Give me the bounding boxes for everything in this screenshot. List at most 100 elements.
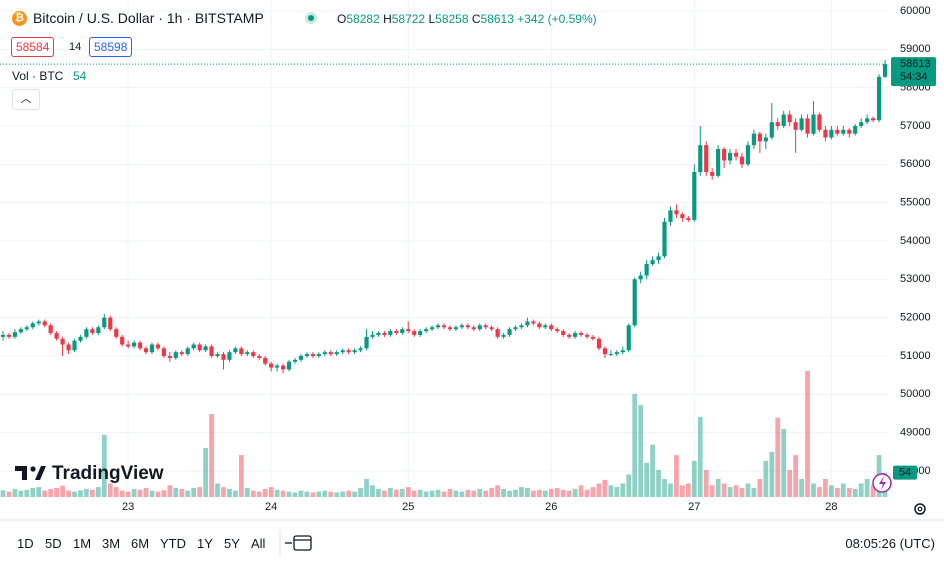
candle-body	[835, 129, 840, 134]
y-tick-label: 53000	[900, 273, 931, 285]
range-button[interactable]: 3M	[102, 536, 121, 551]
volume-bar	[36, 487, 42, 497]
x-tick-label: 26	[545, 501, 557, 513]
candle-body	[429, 327, 435, 330]
volume-bar	[620, 483, 626, 497]
volume-layer	[0, 370, 888, 497]
volume-bar	[513, 489, 518, 497]
volume-bar	[84, 488, 89, 497]
candle-body	[114, 329, 119, 337]
volume-value: 54	[73, 69, 87, 83]
volume-bar	[846, 487, 852, 497]
volume-bar	[256, 491, 262, 497]
volume-bar	[721, 483, 727, 497]
sell-price[interactable]: 58584	[11, 37, 55, 57]
date-range-icon[interactable]	[285, 535, 312, 551]
volume-bar	[346, 490, 352, 497]
collapse-button[interactable]: ︿	[12, 89, 40, 110]
candle-body	[394, 331, 399, 334]
range-button[interactable]: 1Y	[197, 536, 213, 551]
o-label: O	[337, 12, 347, 26]
ohlc: O58282 H58722 L58258 C58613 +342 (+0.59%…	[337, 12, 597, 26]
candle-body	[704, 145, 709, 173]
range-button[interactable]: YTD	[160, 536, 186, 551]
y-tick-label: 57000	[900, 120, 931, 132]
candle-body	[590, 336, 596, 339]
range-button[interactable]: 5Y	[224, 536, 240, 551]
x-tick-label: 25	[402, 501, 414, 513]
candle-body	[525, 321, 530, 326]
candle-body	[680, 214, 685, 219]
candle-body	[263, 357, 268, 364]
volume-bar	[828, 485, 834, 497]
candle-body	[471, 327, 476, 330]
candle-body	[376, 333, 381, 335]
volume-bar	[656, 469, 661, 497]
volume-bar	[203, 447, 208, 497]
candle-body	[686, 218, 691, 220]
volume-bar	[852, 488, 858, 497]
volume-bar	[489, 487, 495, 497]
range-button[interactable]: 5D	[45, 536, 62, 551]
candle-body	[340, 350, 345, 353]
range-button[interactable]: 6M	[131, 536, 150, 551]
volume-bar	[471, 490, 477, 497]
range-button[interactable]: 1D	[17, 536, 34, 551]
candle-body	[519, 325, 524, 328]
candle-body	[602, 348, 607, 355]
volume-bar	[554, 487, 560, 497]
range-button[interactable]: All	[251, 536, 266, 551]
volume-bar	[638, 405, 644, 497]
last-volume-tag	[893, 465, 917, 480]
candle-body	[257, 356, 262, 358]
volume-bar	[632, 393, 638, 497]
axis-layer: 4800049000500005100052000530005400055000…	[122, 5, 936, 513]
candle-body	[179, 352, 184, 355]
last-volume-label: 54	[899, 467, 911, 479]
candle-body	[543, 325, 548, 328]
x-tick-label: 24	[265, 501, 277, 513]
volume-bar	[233, 490, 238, 497]
volume-bar	[173, 487, 179, 497]
candle-body	[108, 317, 113, 330]
x-tick-label: 23	[122, 501, 134, 513]
candle-body	[239, 348, 244, 355]
candle-body	[662, 221, 667, 257]
volume-bar	[668, 483, 673, 497]
volume-bar	[167, 485, 173, 497]
candle-body	[191, 344, 196, 349]
candle-body	[358, 348, 363, 351]
candle-body	[859, 122, 864, 127]
range-button[interactable]: 1M	[73, 536, 92, 551]
y-tick-label: 51000	[900, 350, 931, 362]
candle-body	[54, 333, 59, 339]
candle-body	[739, 156, 745, 165]
change: +342 (+0.59%)	[517, 12, 597, 26]
candle-body	[412, 331, 417, 335]
volume-bar	[221, 487, 226, 497]
alert-icon[interactable]	[872, 473, 892, 493]
settings-icon[interactable]	[914, 503, 926, 515]
candle-body	[30, 323, 35, 328]
volume-bar	[548, 488, 554, 497]
candle-body	[620, 350, 625, 353]
candle-body	[0, 334, 6, 337]
volume-bar	[155, 491, 161, 497]
candle-body	[793, 122, 798, 130]
volume-bar	[614, 487, 620, 497]
buy-price[interactable]: 58598	[89, 37, 133, 57]
candle-body	[650, 260, 655, 265]
candle-body	[161, 348, 166, 357]
candle-body	[495, 329, 500, 337]
volume-bar	[590, 487, 596, 497]
volume-bar	[340, 491, 346, 497]
volume-bar	[751, 487, 757, 497]
candle-body	[388, 331, 393, 335]
volume-bar	[697, 416, 703, 497]
candle-body	[787, 114, 792, 123]
candle-body	[668, 210, 673, 222]
candle-body	[638, 275, 643, 280]
volume-bar	[280, 490, 286, 497]
candle-body	[841, 129, 846, 134]
candle-body	[626, 325, 631, 351]
